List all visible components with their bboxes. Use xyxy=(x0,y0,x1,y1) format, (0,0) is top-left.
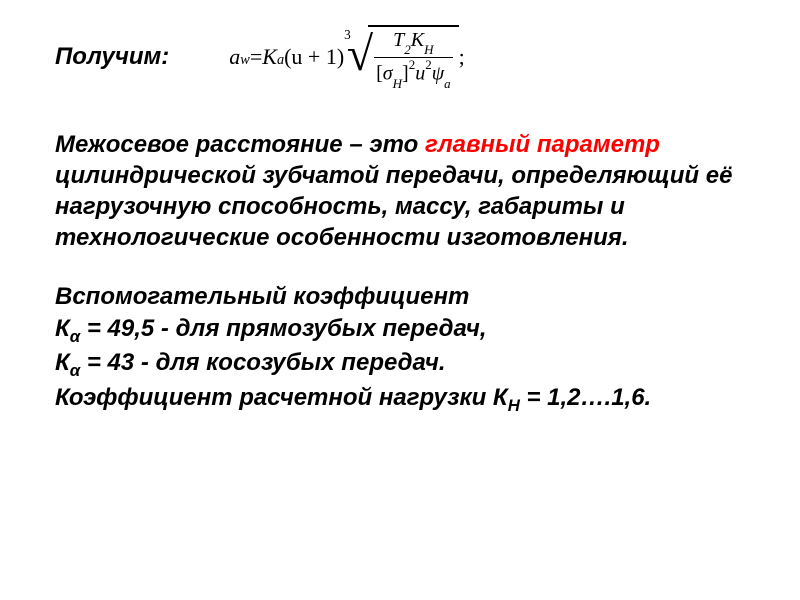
den-sigma: σ xyxy=(383,63,393,85)
Ka-K: K xyxy=(262,44,277,70)
radicand-fraction: T2KH [σH]2u2ψa xyxy=(368,25,459,89)
k-alpha-line-1: Кα = 49,5 - для прямозубых передач, xyxy=(55,313,750,348)
k1-text: = 49,5 - для прямозубых передач, xyxy=(80,315,486,342)
den-u-sq: 2 xyxy=(425,57,432,72)
numerator: T2KH xyxy=(391,29,435,55)
k1-sub: α xyxy=(70,326,80,345)
den-rbracket: ] xyxy=(402,63,409,85)
den-u: u xyxy=(415,63,425,85)
radical-sign: √ xyxy=(347,31,373,79)
num-K-sub: H xyxy=(424,42,433,57)
k2-sub: α xyxy=(70,361,80,380)
lhs-var: a xyxy=(229,44,240,70)
body-text: Межосевое расстояние – это главный парам… xyxy=(55,129,750,417)
den-psi: ψ xyxy=(432,63,444,85)
denominator: [σH]2u2ψa xyxy=(374,60,453,89)
paren-group: (u + 1) xyxy=(284,44,344,70)
num-T-sub: 2 xyxy=(404,42,411,57)
load-sub: Н xyxy=(508,396,520,415)
num-T: T xyxy=(393,29,404,51)
den-sigma-sub: H xyxy=(393,76,402,91)
def-post: цилиндрической зубчатой передачи, опреде… xyxy=(55,162,732,251)
aux-coefficient-block: Вспомогательный коэффициент Кα = 49,5 - … xyxy=(55,281,750,381)
load-pre: Коэффициент расчетной нагрузки К xyxy=(55,384,508,411)
load-post: = 1,2….1,6. xyxy=(520,384,651,411)
formula-tail: ; xyxy=(459,44,465,70)
intro-label: Получим: xyxy=(55,43,169,71)
def-highlight: главный параметр xyxy=(425,131,660,158)
den-lbracket: [ xyxy=(376,63,383,85)
def-pre: Межосевое расстояние – это xyxy=(55,131,425,158)
eq-sign: = xyxy=(250,44,262,70)
definition-paragraph: Межосевое расстояние – это главный парам… xyxy=(55,129,750,254)
formula-center-distance: aw = Ka (u + 1) 3 √ T2KH [σH]2u2ψa ; xyxy=(229,25,464,89)
lhs-sub: w xyxy=(240,52,250,69)
num-K: K xyxy=(411,29,424,51)
k2-text: = 43 - для косозубых передач. xyxy=(80,349,445,376)
Ka-sub: a xyxy=(277,52,284,69)
den-bracket-sq: 2 xyxy=(409,57,416,72)
intro-row: Получим: aw = Ka (u + 1) 3 √ T2KH [σH]2u… xyxy=(55,25,750,89)
k1-sym: К xyxy=(55,315,70,342)
load-coefficient-paragraph: Коэффициент расчетной нагрузки КН = 1,2…… xyxy=(55,382,750,417)
aux-heading: Вспомогательный коэффициент xyxy=(55,281,750,312)
k2-sym: К xyxy=(55,349,70,376)
k-alpha-line-2: Кα = 43 - для косозубых передач. xyxy=(55,347,750,382)
den-psi-sub: a xyxy=(444,76,451,91)
